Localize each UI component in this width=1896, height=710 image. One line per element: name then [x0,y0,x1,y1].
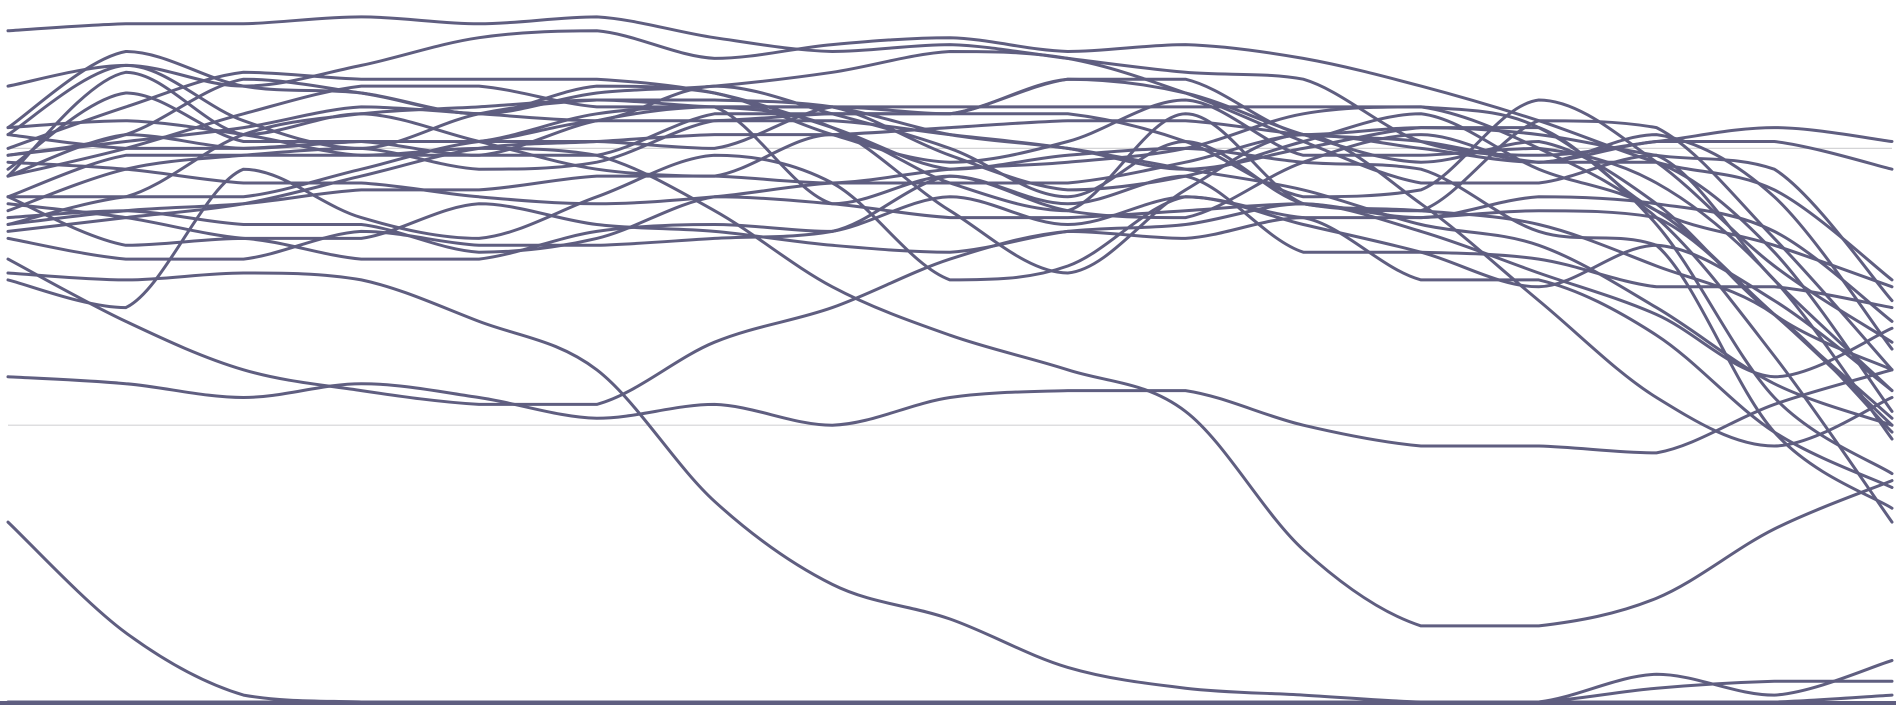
series-line-4 [6,50,1894,441]
series-lines [6,15,1894,704]
series-line-22 [6,368,1894,455]
series-line-27 [6,84,1894,434]
series-line-3 [6,91,1894,351]
series-line-6 [6,84,1894,420]
series-line-14 [6,271,1894,704]
series-line-19 [6,29,1894,282]
series-line-21 [6,133,1894,206]
series-line-25 [6,77,1894,303]
series-line-17 [6,202,1894,379]
series-line-23 [6,15,1894,157]
series-line-18 [6,63,1894,427]
series-line-2 [6,153,1894,393]
series-line-10 [6,195,1894,427]
series-line-28 [6,105,1894,524]
series-line-24 [6,216,1894,489]
series-line-13 [6,70,1894,372]
series-line-12 [6,195,1894,323]
